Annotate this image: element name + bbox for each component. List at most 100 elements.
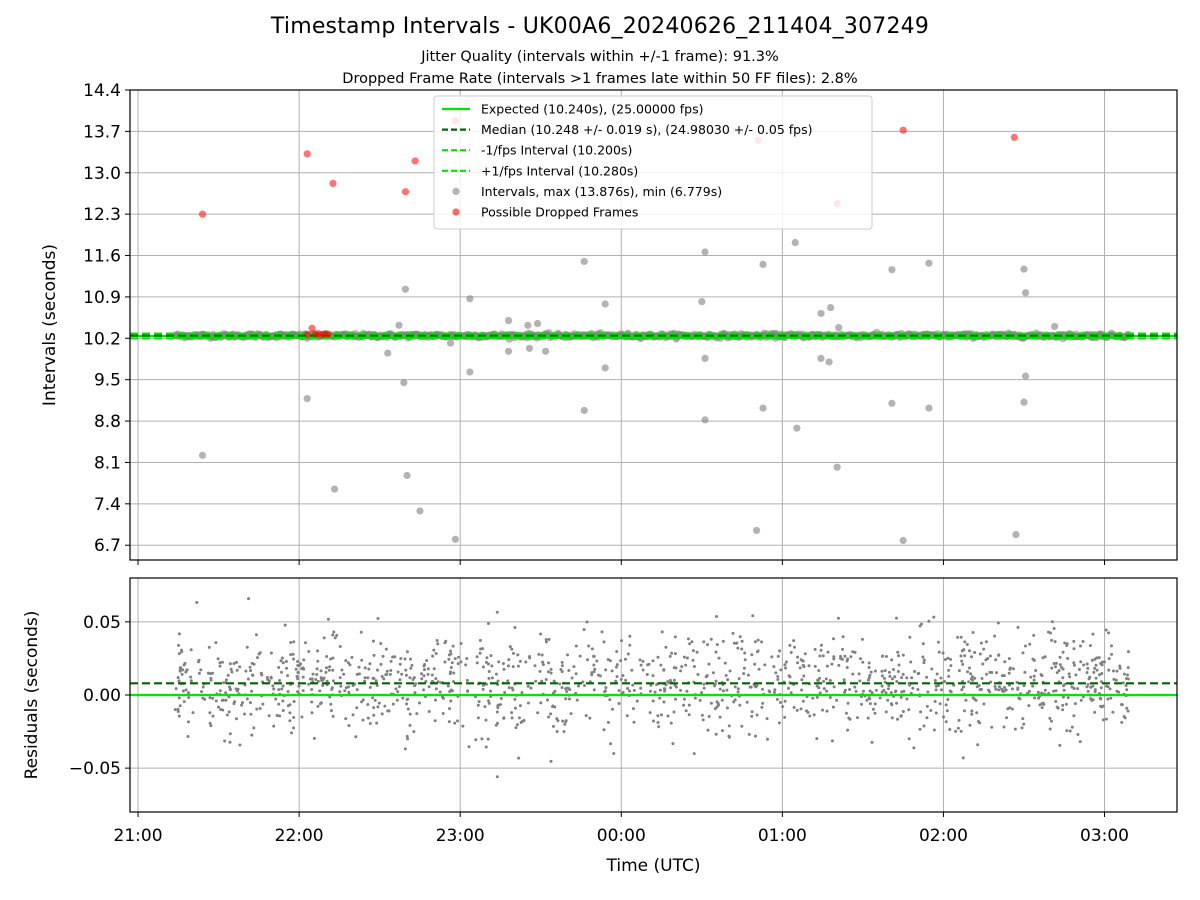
- residual-point: [867, 665, 871, 669]
- residual-point: [821, 654, 825, 658]
- interval-point: [925, 404, 933, 412]
- residual-point: [761, 701, 765, 705]
- residual-point: [277, 702, 281, 706]
- residual-point: [427, 685, 431, 689]
- residual-point: [818, 676, 822, 680]
- residual-point: [440, 695, 444, 699]
- residual-point: [1072, 663, 1076, 667]
- residual-point: [478, 651, 482, 655]
- residual-point: [325, 655, 329, 659]
- residual-point: [860, 637, 864, 641]
- residual-point: [496, 721, 500, 725]
- residual-point: [513, 626, 517, 630]
- residual-point: [1061, 650, 1065, 654]
- residual-point: [526, 684, 530, 688]
- residual-point: [355, 706, 359, 710]
- residual-point: [760, 705, 764, 709]
- residual-point: [486, 737, 490, 741]
- residual-point: [521, 719, 525, 723]
- dropped-frame-point: [899, 126, 907, 134]
- residual-point: [197, 671, 201, 675]
- residual-point: [963, 640, 967, 644]
- residual-point: [1041, 656, 1045, 660]
- residual-point: [912, 746, 916, 750]
- interval-point: [698, 298, 706, 306]
- residual-point: [211, 714, 215, 718]
- residual-point: [890, 677, 894, 681]
- residual-point: [946, 656, 950, 660]
- residual-point: [1007, 671, 1011, 675]
- interval-point: [524, 321, 532, 329]
- intervals-y-tick-label: 6.7: [94, 536, 121, 556]
- residual-point: [799, 707, 803, 711]
- residual-point: [855, 716, 859, 720]
- residual-point: [346, 661, 350, 665]
- intervals-y-tick-label: 14.4: [83, 81, 121, 101]
- residual-point: [240, 701, 244, 705]
- residual-point: [995, 671, 999, 675]
- residual-point: [789, 650, 793, 654]
- residual-point: [866, 678, 870, 682]
- residual-point: [200, 690, 204, 694]
- residual-point: [941, 651, 945, 655]
- residual-point: [483, 705, 487, 709]
- residual-point: [1111, 710, 1115, 714]
- residual-point: [541, 660, 545, 664]
- residual-point: [691, 649, 695, 653]
- interval-point: [817, 354, 825, 363]
- residual-point: [725, 688, 729, 692]
- residual-point: [561, 719, 565, 723]
- residual-point: [375, 683, 379, 687]
- residual-point: [403, 657, 407, 661]
- residual-point: [481, 687, 485, 691]
- residual-point: [631, 707, 635, 711]
- residual-point: [432, 648, 436, 652]
- residual-point: [870, 691, 874, 695]
- residual-point: [706, 728, 710, 732]
- residual-point: [646, 663, 650, 667]
- residual-point: [812, 713, 816, 717]
- residual-point: [389, 669, 393, 673]
- residual-point: [942, 715, 946, 719]
- residual-point: [651, 659, 655, 663]
- residual-point: [503, 691, 507, 695]
- residual-point: [316, 679, 320, 683]
- residual-point: [301, 689, 305, 693]
- residual-point: [841, 647, 845, 651]
- residual-point: [1058, 655, 1062, 659]
- residual-point: [815, 695, 819, 699]
- residual-point: [538, 669, 542, 673]
- residual-point: [837, 663, 841, 667]
- residual-point: [687, 703, 691, 707]
- residual-point: [587, 644, 591, 648]
- residual-point: [615, 675, 619, 679]
- residual-point: [286, 690, 290, 694]
- intervals-y-tick-label: 13.7: [83, 122, 121, 142]
- residual-point: [1085, 662, 1089, 666]
- residual-point: [1008, 706, 1012, 710]
- residual-point: [566, 653, 570, 657]
- residual-point: [177, 643, 181, 647]
- residual-point: [191, 711, 195, 715]
- residual-point: [518, 704, 522, 708]
- residual-point: [720, 698, 724, 702]
- residual-point: [484, 718, 488, 722]
- residual-point: [208, 696, 212, 700]
- residual-point: [249, 712, 253, 716]
- residual-point: [896, 650, 900, 654]
- residual-point: [1068, 675, 1072, 679]
- residual-point: [481, 665, 485, 669]
- residual-point: [572, 665, 576, 669]
- residual-point: [666, 714, 670, 718]
- residual-point: [868, 702, 872, 706]
- residual-point: [422, 688, 426, 692]
- residual-point: [434, 687, 438, 691]
- residual-point: [1087, 677, 1091, 681]
- residual-point: [639, 663, 643, 667]
- residual-point: [524, 660, 528, 664]
- residual-point: [210, 671, 214, 675]
- residual-point: [905, 676, 909, 680]
- intervals-panel: 6.7 7.4 8.1 8.8 9.5 10.2 10.9 11.6 12.3 13.0 13.7 1…: [83, 81, 1178, 565]
- residual-point: [880, 669, 884, 673]
- interval-point: [817, 309, 825, 318]
